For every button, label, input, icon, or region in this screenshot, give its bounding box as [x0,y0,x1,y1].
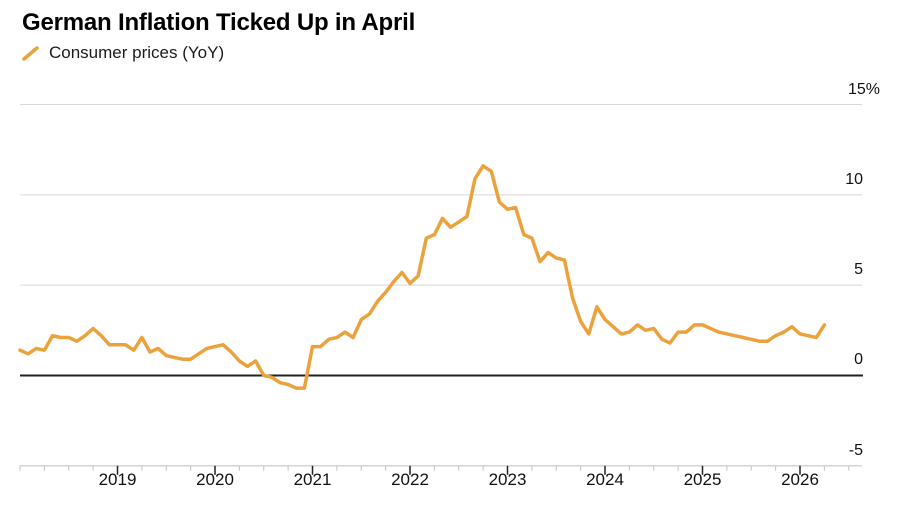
legend: Consumer prices (YoY) [22,43,224,63]
y-axis-label: 10 [845,170,863,188]
x-axis-label: 2019 [98,470,137,489]
x-axis-label: 2021 [293,470,332,489]
y-axis-label: 0 [854,351,863,369]
legend-label: Consumer prices (YoY) [49,43,225,62]
x-axis-label: 2023 [488,470,527,489]
legend-line-icon [22,45,39,61]
x-axis-label: 2020 [196,470,234,489]
chart-title: German Inflation Ticked Up in April [22,9,416,36]
y-axis-label: 15% [847,80,880,98]
x-axis-label: 2025 [683,470,722,489]
inflation-line [18,164,827,390]
y-axis-label: 5 [854,261,863,279]
x-axis-label: 2024 [586,470,624,489]
y-axis-label: -5 [848,441,863,459]
x-axis-label: 2026 [781,470,819,489]
x-axis-label: 2022 [391,470,429,489]
